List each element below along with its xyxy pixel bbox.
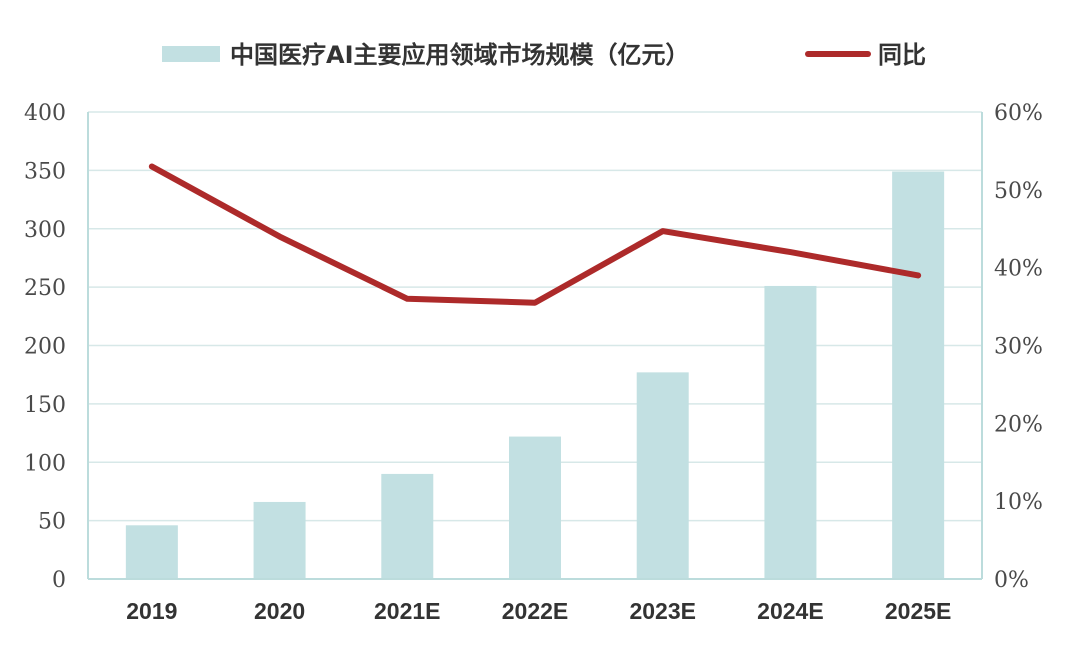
bar-2020	[253, 501, 306, 579]
left-y-tick-label: 150	[24, 393, 66, 418]
x-tick-label: 2022E	[502, 598, 569, 624]
bar-2025E	[892, 171, 945, 580]
legend-line-label: 同比	[878, 41, 926, 69]
left-y-tick-label: 100	[24, 451, 66, 476]
x-ticks: 2019 2020 2021E 2022E 2023E 2024E 2025E	[126, 598, 951, 624]
bar-2024E	[764, 285, 817, 579]
right-y-tick-label: 0%	[994, 568, 1029, 593]
left-y-tick-label: 300	[24, 218, 66, 243]
left-y-tick-label: 400	[24, 101, 66, 126]
right-y-tick-label: 50%	[994, 179, 1043, 204]
left-y-tick-label: 250	[24, 276, 66, 301]
right-y-ticks: 0% 10% 20% 30% 40% 50% 60%	[994, 101, 1043, 593]
x-tick-label: 2025E	[885, 598, 952, 624]
left-y-tick-label: 200	[24, 335, 66, 360]
yoy-line	[148, 163, 922, 306]
axes	[87, 112, 983, 580]
left-y-tick-label: 50	[38, 510, 66, 535]
right-y-tick-label: 30%	[994, 335, 1043, 360]
x-tick-label: 2024E	[757, 598, 824, 624]
left-y-ticks: 0 50 100 150 200 250 300 350 400	[24, 101, 66, 593]
right-y-tick-label: 60%	[994, 101, 1043, 126]
left-y-tick-label: 350	[24, 159, 66, 184]
grid-lines	[88, 111, 982, 522]
bars	[125, 171, 945, 580]
right-y-tick-label: 10%	[994, 490, 1043, 515]
right-y-tick-label: 40%	[994, 257, 1043, 282]
x-tick-label: 2019	[126, 598, 177, 624]
right-y-tick-label: 20%	[994, 412, 1043, 437]
bar-2019	[125, 525, 178, 579]
legend-bar-label: 中国医疗AI主要应用领域市场规模（亿元）	[230, 41, 690, 69]
bar-2021E	[381, 473, 434, 579]
x-tick-label: 2020	[254, 598, 305, 624]
bar-2023E	[636, 372, 689, 579]
yoy-line-layer	[148, 163, 922, 306]
legend: 中国医疗AI主要应用领域市场规模（亿元） 同比	[162, 41, 926, 69]
x-tick-label: 2021E	[374, 598, 441, 624]
legend-bar-swatch	[162, 46, 220, 62]
x-tick-label: 2023E	[629, 598, 696, 624]
left-y-tick-label: 0	[52, 568, 66, 593]
bar-2022E	[509, 436, 561, 579]
